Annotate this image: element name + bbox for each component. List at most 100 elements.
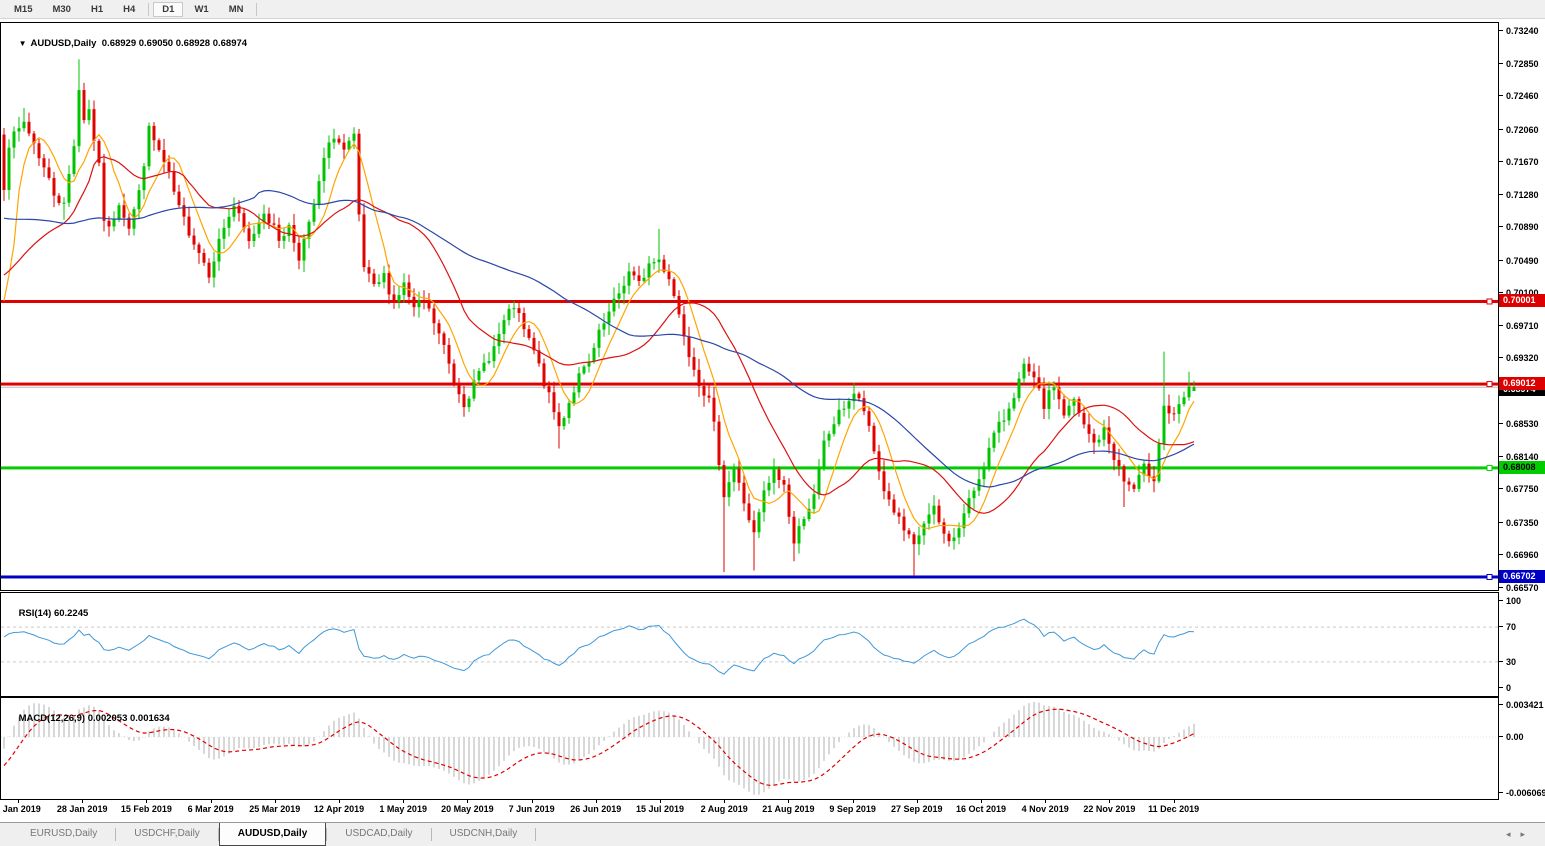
price-tick-label: 0.72460 — [1499, 91, 1545, 101]
rsi-value: 60.2245 — [53, 608, 89, 619]
macd-tick-label: -0.006069 — [1499, 788, 1545, 798]
tab-divider — [326, 828, 328, 841]
rsi-chart — [1, 618, 1498, 675]
chart-tab-usdcnh[interactable]: USDCNH,Daily — [449, 828, 518, 839]
tab-divider — [430, 828, 432, 841]
rsi-panel[interactable]: RSI(14) 60.2245 — [0, 592, 1499, 697]
candlestick-chart[interactable] — [1, 23, 1498, 590]
macd-main-value: 0.002053 — [87, 713, 128, 724]
timeframe-toolbar: M15 M30 H1 H4 D1 W1 MN — [0, 0, 1545, 19]
horizontal-line-0.69012[interactable] — [1, 382, 1498, 386]
price-tick-label: 0.68530 — [1499, 419, 1545, 429]
price-tick-label: 0.70890 — [1499, 222, 1545, 232]
tab-scroll-left-icon[interactable]: ◂ — [1505, 829, 1521, 839]
horizontal-line-0.68008[interactable] — [1, 466, 1498, 470]
price-axis[interactable]: 0.73240 0.72850 0.72460 0.72060 0.71670 0.712… — [1499, 22, 1545, 822]
fast-ma-line — [3, 133, 1195, 530]
tab-scroll-arrows[interactable]: ◂▸ — [1506, 829, 1535, 840]
slow-ma-line — [3, 189, 1195, 488]
price-tick-label: 0.66960 — [1499, 550, 1545, 560]
timeframe-button-d1[interactable]: D1 — [153, 1, 184, 17]
date-label: 9 Jan 2019 — [0, 804, 41, 814]
chart-tab-bar: EURUSD,Daily USDCHF,Daily AUDUSD,Daily USDC… — [0, 822, 1545, 846]
price-tick-label: 0.72060 — [1499, 125, 1545, 135]
date-label: 27 Sep 2019 — [891, 804, 943, 814]
rsi-header: RSI(14) 60.2245 — [8, 597, 89, 630]
date-tick — [595, 800, 597, 803]
macd-name: MACD(12,26,9) — [18, 713, 86, 724]
macd-signal-line — [3, 708, 1195, 786]
quote-close: 0.68974 — [212, 38, 248, 49]
line-handle[interactable] — [1486, 573, 1493, 580]
date-label: 9 Sep 2019 — [829, 804, 876, 814]
quote-line: ▼ AUDUSD,Daily 0.68929 0.69050 0.68928 0.… — [8, 27, 248, 60]
price-tick-label: 0.70490 — [1499, 256, 1545, 266]
date-label: 21 Aug 2019 — [762, 804, 815, 814]
date-tick — [1109, 800, 1111, 803]
date-label: 25 Mar 2019 — [249, 804, 301, 814]
date-label: 4 Nov 2019 — [1021, 804, 1069, 814]
price-line-badge-0.68008: 0.68008 — [1499, 460, 1545, 474]
horizontal-line-0.66702[interactable] — [1, 575, 1498, 579]
date-label: 15 Feb 2019 — [120, 804, 172, 814]
chart-tab-usdchf[interactable]: USDCHF,Daily — [134, 828, 200, 839]
macd-signal-value: 0.001634 — [130, 713, 170, 724]
tab-scroll-right-icon[interactable]: ▸ — [1520, 829, 1535, 839]
toolbar-separator — [148, 2, 150, 16]
horizontal-line-0.70001[interactable] — [1, 299, 1498, 303]
timeframe-button-mn[interactable]: MN — [228, 3, 244, 15]
timeframe-button-m30[interactable]: M30 — [52, 3, 71, 15]
price-chart-panel[interactable]: ▼ AUDUSD,Daily 0.68929 0.69050 0.68928 0.… — [0, 22, 1499, 591]
macd-panel[interactable]: MACD(12,26,9) 0.002053 0.001634 — [0, 697, 1499, 800]
date-tick — [916, 800, 918, 803]
toolbar-separator — [256, 2, 258, 16]
price-line-badge-0.69012: 0.69012 — [1499, 377, 1545, 391]
timeframe-button-h1[interactable]: H1 — [90, 3, 104, 15]
line-handle[interactable] — [1486, 298, 1493, 305]
quote-open: 0.68929 — [101, 38, 137, 49]
date-label: 26 Jun 2019 — [570, 804, 622, 814]
rsi-name: RSI(14) — [18, 608, 52, 619]
date-tick — [467, 800, 469, 803]
date-label: 7 Jun 2019 — [508, 804, 555, 814]
date-tick — [82, 800, 84, 803]
price-tick-label: 0.71670 — [1499, 157, 1545, 167]
date-tick — [274, 800, 276, 803]
price-tick-label: 0.69320 — [1499, 353, 1545, 363]
date-label: 12 Apr 2019 — [313, 804, 365, 814]
price-tick-label: 0.72850 — [1499, 59, 1545, 69]
date-tick — [146, 800, 148, 803]
date-tick — [1173, 800, 1175, 803]
date-tick — [724, 800, 726, 803]
rsi-tick-label: 100 — [1499, 596, 1545, 606]
chevron-down-icon[interactable]: ▼ — [18, 39, 27, 48]
price-tick-label: 0.66570 — [1499, 583, 1545, 593]
price-tick-label: 0.71280 — [1499, 190, 1545, 200]
date-label: 16 Oct 2019 — [955, 804, 1007, 814]
price-line-badge-0.70001: 0.70001 — [1499, 294, 1545, 308]
quote-high: 0.69050 — [138, 38, 174, 49]
timeframe-button-m15[interactable]: M15 — [14, 3, 33, 15]
chart-tab-eurusd[interactable]: EURUSD,Daily — [30, 828, 98, 839]
quote-symbol: AUDUSD,Daily — [30, 38, 97, 49]
price-tick-label: 0.70100 — [1499, 288, 1545, 298]
macd-header: MACD(12,26,9) 0.002053 0.001634 — [8, 702, 170, 735]
tab-divider — [115, 828, 117, 841]
line-handle[interactable] — [1486, 464, 1493, 471]
date-tick — [660, 800, 661, 803]
date-label: 2 Aug 2019 — [700, 804, 748, 814]
rsi-line — [3, 618, 1195, 675]
price-tick-label: 0.73240 — [1499, 26, 1545, 36]
chart-tab-audusd[interactable]: AUDUSD,Daily — [218, 823, 327, 846]
date-tick — [852, 800, 854, 803]
timeframe-button-h4[interactable]: H4 — [123, 3, 136, 15]
line-handle[interactable] — [1486, 381, 1493, 388]
macd-tick-label: 0.003421 — [1499, 700, 1545, 710]
tab-divider — [535, 828, 537, 841]
date-label: 6 Mar 2019 — [187, 804, 234, 814]
chart-tab-usdcad[interactable]: USDCAD,Daily — [345, 828, 413, 839]
date-axis[interactable]: 9 Jan 2019 28 Jan 2019 15 Feb 2019 6 Mar 20… — [0, 800, 1499, 821]
date-label: 28 Jan 2019 — [56, 804, 108, 814]
timeframe-button-w1[interactable]: W1 — [194, 3, 209, 15]
